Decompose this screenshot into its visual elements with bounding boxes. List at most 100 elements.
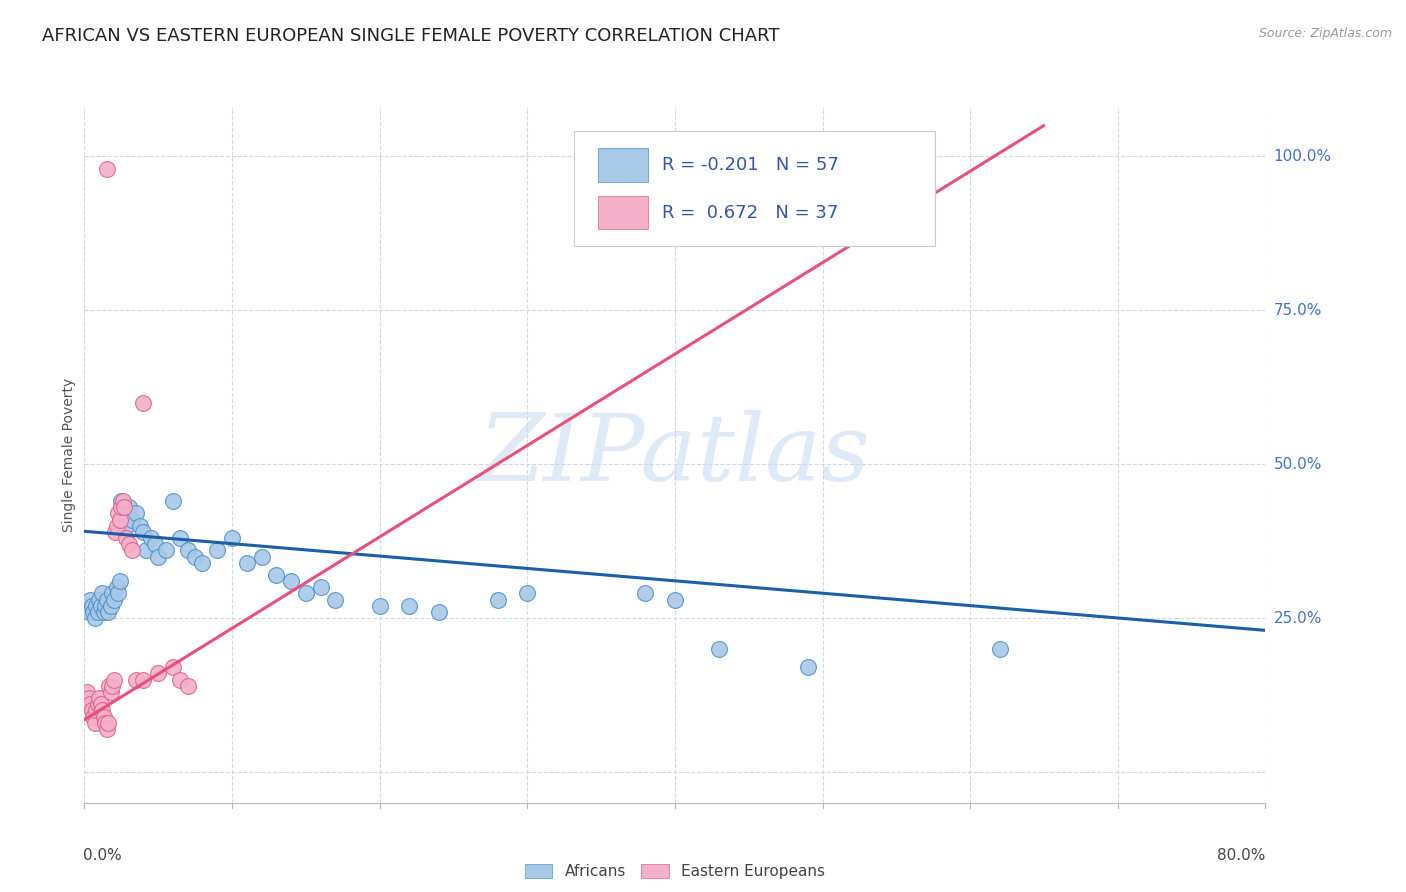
Point [148,666,170,681]
Point [250,549,273,564]
Point [83,715,105,730]
Point [169,673,191,687]
Point [91,703,114,717]
Point [205,543,228,558]
Point [235,556,259,570]
Point [96,592,118,607]
Point [96,722,118,736]
Point [132,395,155,409]
Point [398,599,420,613]
Point [104,524,127,539]
Text: ZIPatlas: ZIPatlas [479,410,870,500]
Point [103,592,125,607]
Point [169,531,191,545]
Point [148,549,170,564]
Text: AFRICAN VS EASTERN EUROPEAN SINGLE FEMALE POVERTY CORRELATION CHART: AFRICAN VS EASTERN EUROPEAN SINGLE FEMAL… [42,27,780,45]
Point [191,556,214,570]
Point [97,605,120,619]
Point [125,673,148,687]
Point [114,531,136,545]
Text: 50.0%: 50.0% [1274,457,1322,472]
FancyBboxPatch shape [598,196,648,229]
Point [105,518,128,533]
Point [264,568,288,582]
Point [77,605,100,619]
Text: R = -0.201   N = 57: R = -0.201 N = 57 [662,156,839,174]
Point [143,537,166,551]
FancyBboxPatch shape [575,131,935,246]
Point [139,531,162,545]
Point [221,531,243,545]
Point [121,512,143,526]
Text: Source: ZipAtlas.com: Source: ZipAtlas.com [1258,27,1392,40]
Point [100,599,122,613]
Point [97,715,120,730]
Point [107,586,129,600]
Point [118,537,141,551]
Point [76,685,98,699]
Point [80,599,103,613]
Point [101,586,124,600]
Point [155,543,177,558]
Point [79,698,101,712]
Point [84,599,107,613]
Point [121,543,143,558]
Point [90,599,112,613]
Point [516,586,538,600]
Point [184,549,207,564]
Point [84,703,107,717]
Point [82,709,104,723]
Point [368,599,391,613]
Point [118,500,141,515]
Point [135,543,157,558]
Point [82,605,104,619]
Point [107,507,129,521]
Point [132,673,155,687]
Y-axis label: Single Female Poverty: Single Female Poverty [62,378,76,532]
Point [105,580,128,594]
Point [486,592,509,607]
Point [129,518,152,533]
Point [280,574,302,589]
Point [91,586,114,600]
Point [427,605,450,619]
Point [100,685,122,699]
Point [94,715,117,730]
Point [93,709,115,723]
Point [87,691,111,706]
Text: 80.0%: 80.0% [1218,848,1265,863]
Point [87,592,111,607]
Point [90,698,112,712]
Point [94,599,117,613]
Point [309,580,332,594]
Point [132,524,155,539]
Point [93,605,115,619]
Legend: Africans, Eastern Europeans: Africans, Eastern Europeans [519,858,831,886]
Point [103,673,125,687]
Point [79,592,101,607]
Point [96,161,118,176]
Point [108,574,131,589]
Point [76,599,98,613]
Point [108,512,131,526]
Point [295,586,318,600]
FancyBboxPatch shape [598,148,648,182]
Point [80,703,103,717]
Point [634,586,657,600]
Point [98,679,121,693]
Point [162,494,184,508]
Point [110,500,132,515]
Point [114,518,136,533]
Point [83,611,105,625]
Point [110,494,132,508]
Point [177,543,200,558]
Text: R =  0.672   N = 37: R = 0.672 N = 37 [662,203,838,221]
Point [664,592,686,607]
Point [86,605,108,619]
Point [86,698,108,712]
Text: 0.0%: 0.0% [83,848,122,863]
Point [112,500,135,515]
Text: 75.0%: 75.0% [1274,302,1322,318]
Point [177,679,200,693]
Point [125,507,148,521]
